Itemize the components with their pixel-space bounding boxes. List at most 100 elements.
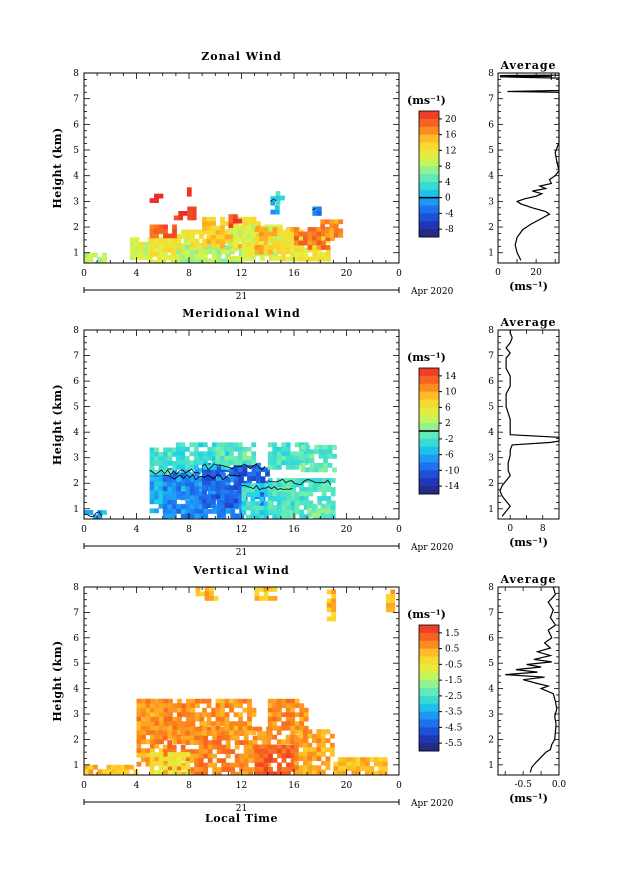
heatmap-cell	[233, 442, 239, 448]
heatmap-cell	[181, 229, 186, 235]
heatmap-cell	[162, 513, 168, 519]
heatmap-cell	[333, 223, 339, 229]
heatmap-cell	[280, 229, 286, 235]
heatmap-cell	[224, 716, 230, 722]
heatmap-cell	[251, 221, 257, 227]
colorbar-swatch	[419, 142, 439, 151]
x-tick-label: 16	[288, 525, 300, 535]
heatmap-cell	[211, 460, 217, 466]
heatmap-cell	[281, 739, 287, 745]
heatmap-cell	[167, 473, 173, 478]
heatmap-cell	[167, 767, 173, 772]
y-tick-label: 2	[73, 479, 79, 489]
heatmap-cell	[316, 738, 322, 744]
heatmap-cell	[316, 769, 322, 775]
heatmap-cell	[268, 744, 273, 750]
heatmap-cell	[154, 481, 159, 487]
heatmap-cell	[303, 256, 309, 262]
heatmap-cell	[136, 743, 142, 749]
heatmap-cell	[163, 698, 169, 704]
heatmap-cell	[299, 500, 305, 506]
heatmap-cell	[88, 257, 94, 262]
heatmap-cell	[327, 444, 333, 450]
heatmap-cell	[254, 249, 260, 255]
heatmap-cell	[149, 752, 155, 757]
heatmap-cell	[337, 770, 343, 775]
heatmap-cell	[154, 730, 160, 736]
heatmap-cell	[219, 446, 225, 452]
heatmap-cell	[290, 451, 296, 457]
heatmap-cell	[294, 751, 299, 757]
heatmap-cell	[163, 756, 168, 762]
heatmap-cell	[251, 707, 257, 713]
heatmap-cell	[305, 467, 310, 473]
heatmap-cell	[237, 460, 243, 466]
heatmap-cell	[247, 721, 252, 727]
heatmap-cell	[272, 771, 278, 775]
heatmap-cell	[185, 752, 191, 757]
heatmap-cell	[273, 251, 279, 257]
heatmap-cell	[207, 744, 213, 750]
profile-y-tick-label: 3	[488, 454, 494, 464]
heatmap-cell	[326, 514, 332, 519]
heatmap-cell	[248, 740, 254, 745]
heatmap-cell	[303, 442, 309, 448]
x-axis-label: Local Time	[205, 812, 278, 825]
heatmap-cell	[199, 721, 205, 727]
heatmap-cell	[280, 238, 286, 244]
profile-y-tick-label: 5	[488, 146, 494, 156]
heatmap-cell	[285, 703, 291, 709]
x-tick-label: 4	[134, 781, 140, 791]
heatmap-cell	[149, 494, 155, 500]
heatmap-cell	[242, 216, 248, 222]
heatmap-cell	[180, 451, 186, 457]
heatmap-cell	[159, 725, 164, 731]
heatmap-cell	[194, 495, 200, 501]
heatmap-cell	[167, 761, 173, 766]
heatmap-cell	[211, 471, 216, 477]
heatmap-cell	[251, 455, 257, 461]
heatmap-cell	[277, 505, 283, 511]
heatmap-cell	[163, 233, 168, 239]
heatmap-cell	[241, 492, 247, 497]
heatmap-cell	[216, 477, 222, 483]
heatmap-cell	[167, 500, 173, 505]
heatmap-cell	[216, 254, 222, 259]
heatmap-cell	[277, 762, 282, 768]
heatmap-cell	[307, 751, 313, 757]
heatmap-cell	[272, 758, 278, 763]
heatmap-cell	[238, 712, 243, 718]
day-label: 21	[236, 548, 247, 558]
x-tick-label: 0	[396, 269, 402, 279]
heatmap-cell	[167, 726, 173, 732]
heatmap-cell	[215, 712, 221, 718]
heatmap-cell	[198, 771, 204, 775]
heatmap-cell	[189, 509, 195, 514]
heatmap-cell	[194, 749, 200, 754]
heatmap-cell	[194, 731, 200, 736]
heatmap-cell	[141, 716, 146, 722]
heatmap-cell	[242, 446, 248, 452]
heatmap-cell	[257, 726, 263, 732]
heatmap-cell	[202, 471, 207, 477]
heatmap-cell	[150, 748, 155, 754]
heatmap-cell	[378, 757, 384, 762]
heatmap-cell	[136, 716, 142, 722]
heatmap-cell	[141, 752, 146, 758]
heatmap-cell	[189, 477, 195, 483]
heatmap-cell	[176, 238, 182, 244]
heatmap-cell	[272, 721, 278, 727]
heatmap-cell	[176, 482, 182, 487]
heatmap-cell	[259, 231, 264, 237]
heatmap-cell	[134, 241, 140, 247]
heatmap-cell	[167, 470, 173, 475]
heatmap-cell	[264, 483, 269, 488]
heatmap-cell	[263, 249, 269, 255]
heatmap-cell	[233, 712, 239, 718]
heatmap-cell	[161, 259, 167, 263]
heatmap-cell	[281, 758, 287, 763]
heatmap-cell	[177, 725, 182, 731]
heatmap-cell	[252, 735, 258, 741]
heatmap-cell	[229, 249, 235, 255]
heatmap-cell	[285, 500, 291, 506]
